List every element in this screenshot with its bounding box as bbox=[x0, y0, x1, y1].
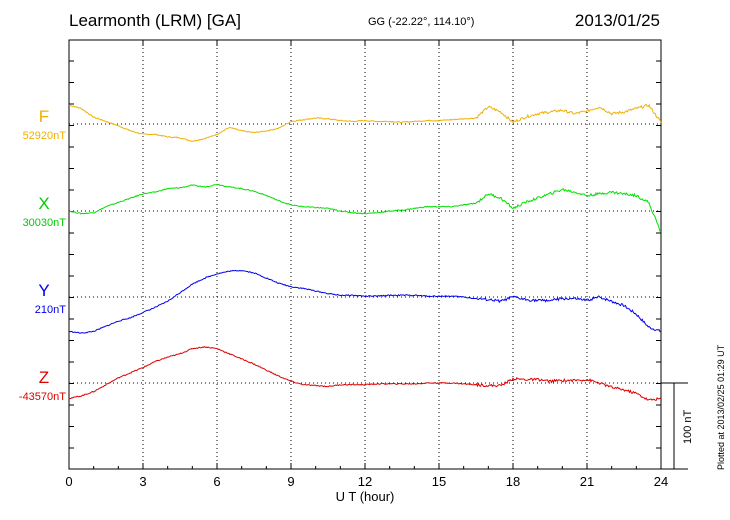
channel-baseline-y: 210nT bbox=[34, 304, 66, 316]
scale-bar-label: 100 nT bbox=[682, 409, 694, 444]
x-tick-labels: 0 3 6 9 12 15 18 21 24 bbox=[65, 474, 668, 489]
channel-label-y: Y bbox=[38, 281, 50, 300]
channel-baseline-z: -43570nT bbox=[18, 391, 66, 403]
scale-bar bbox=[661, 382, 688, 470]
x-tick-label: 15 bbox=[432, 474, 446, 489]
x-tick-label: 3 bbox=[139, 474, 146, 489]
x-axis-label: U T (hour) bbox=[336, 489, 395, 504]
traces bbox=[68, 103, 662, 401]
channel-baseline-f: 52920nT bbox=[22, 130, 66, 142]
plot-timestamp: Plotted at 2013/02/25 01:29 UT bbox=[716, 344, 726, 470]
grid bbox=[142, 40, 588, 469]
channel-label-f: F bbox=[38, 107, 50, 126]
trace-x bbox=[68, 183, 662, 232]
x-tick-label: 21 bbox=[580, 474, 594, 489]
trace-y bbox=[68, 269, 661, 334]
trace-z bbox=[68, 345, 662, 401]
x-tick-label: 0 bbox=[65, 474, 72, 489]
station-title: Learmonth (LRM) [GA] bbox=[69, 11, 241, 30]
x-tick-label: 12 bbox=[358, 474, 372, 489]
x-tick-label: 6 bbox=[213, 474, 220, 489]
channel-label-x: X bbox=[38, 194, 50, 213]
x-tick-label: 18 bbox=[506, 474, 520, 489]
plot-date: 2013/01/25 bbox=[574, 11, 660, 30]
baselines bbox=[69, 123, 661, 384]
trace-f bbox=[68, 103, 662, 142]
channel-baseline-x: 30030nT bbox=[22, 217, 66, 229]
x-tick-label: 24 bbox=[654, 474, 668, 489]
channel-label-z: Z bbox=[38, 368, 50, 387]
x-tick-label: 9 bbox=[287, 474, 294, 489]
station-coords: GG (-22.22°, 114.10°) bbox=[368, 16, 475, 28]
